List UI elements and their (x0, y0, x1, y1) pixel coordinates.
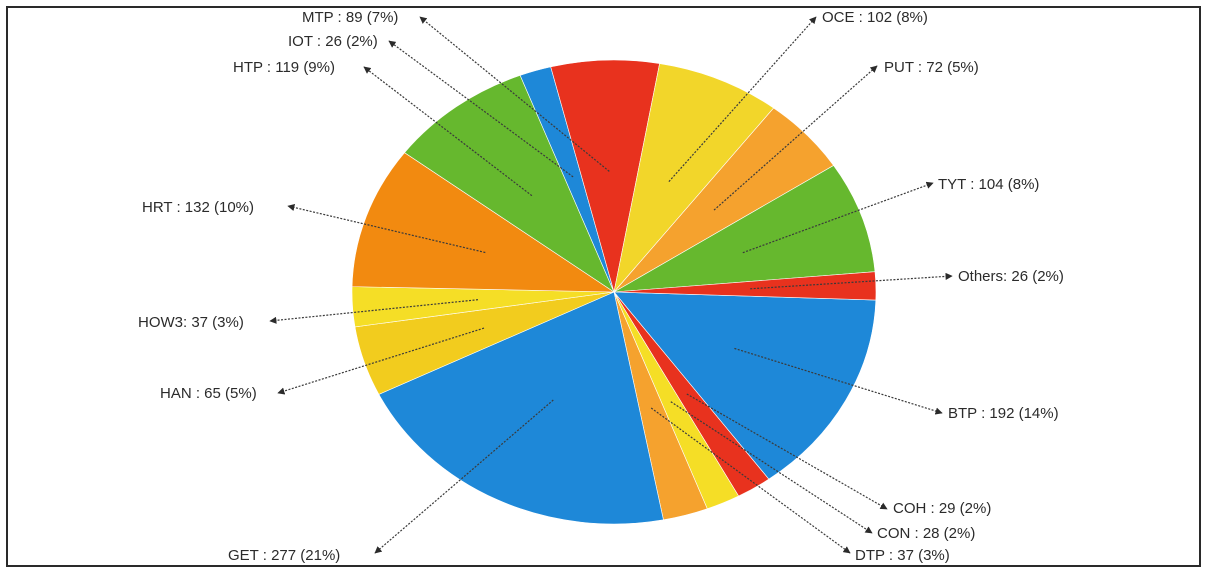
pie-slice-hrt (351, 152, 616, 293)
slice-label-btp: BTP : 192 (14%) (948, 405, 1059, 422)
slice-label-coh: COH : 29 (2%) (893, 500, 991, 517)
slice-label-how3: HOW3: 37 (3%) (138, 314, 244, 331)
leader-line-oce (668, 16, 817, 182)
slice-label-get: GET : 277 (21%) (228, 547, 340, 564)
pie-slice-htp (404, 75, 615, 293)
slice-label-dtp: DTP : 37 (3%) (855, 547, 950, 564)
slice-label-others: Others: 26 (2%) (958, 268, 1064, 285)
leader-line-dtp (650, 407, 851, 554)
pie-slice-tyt (613, 165, 876, 293)
slice-label-tyt: TYT : 104 (8%) (938, 176, 1039, 193)
slice-label-htp: HTP : 119 (9%) (233, 59, 335, 76)
slice-label-con: CON : 28 (2%) (877, 525, 975, 542)
slice-label-iot: IOT : 26 (2%) (288, 33, 378, 50)
pie-slice-get (378, 291, 664, 525)
leader-line-mtp (419, 16, 610, 172)
slice-label-hrt: HRT : 132 (10%) (142, 199, 254, 216)
leader-line-tyt (742, 181, 934, 254)
slice-labels: BTP : 192 (14%) COH : 29 (2%) CON : 28 (2%… (138, 9, 1064, 564)
pie-slices (351, 59, 877, 525)
slice-label-put: PUT : 72 (5%) (884, 59, 979, 76)
leader-line-put (713, 65, 878, 211)
leader-line-con (670, 401, 873, 534)
leader-line-others (750, 272, 953, 290)
leader-line-iot (388, 40, 574, 178)
leader-line-btp (734, 347, 943, 415)
slice-label-mtp: MTP : 89 (7%) (302, 9, 398, 26)
pie-slice-btp (613, 291, 877, 480)
leader-line-get (374, 399, 554, 554)
pie-slice-others (613, 271, 877, 301)
pie-slice-mtp (550, 59, 660, 293)
pie-slice-oce (613, 63, 775, 294)
leader-line-han (277, 327, 485, 395)
slice-label-han: HAN : 65 (5%) (160, 385, 257, 402)
leader-line-hrt (287, 203, 486, 254)
slice-label-oce: OCE : 102 (8%) (822, 9, 928, 26)
leader-line-htp (363, 66, 533, 197)
leader-lines (269, 16, 953, 554)
